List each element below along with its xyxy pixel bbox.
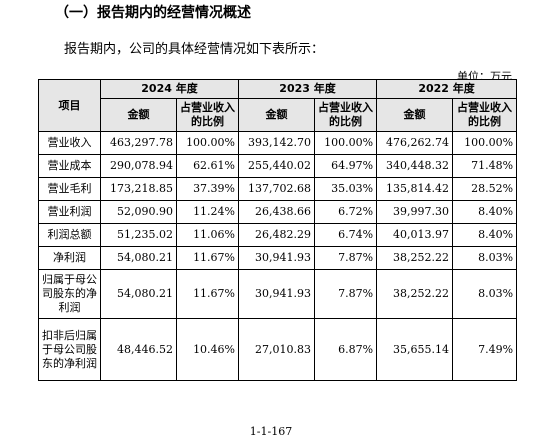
year-header: 2024 年度	[99, 79, 240, 99]
ratio-cell: 62.61%	[175, 154, 240, 178]
ratio-cell: 11.06%	[175, 223, 240, 247]
ratio-header: 占营业收入的比例	[452, 98, 518, 132]
ratio-cell: 8.03%	[452, 269, 518, 319]
ratio-cell: 6.72%	[314, 200, 378, 224]
ratio-cell: 11.67%	[175, 246, 240, 270]
ratio-header: 占营业收入的比例	[175, 98, 240, 132]
amount-cell: 340,448.32	[376, 154, 454, 178]
row-label: 营业成本	[38, 154, 101, 178]
page-number: 1-1-167	[249, 425, 293, 438]
ratio-cell: 11.67%	[175, 269, 240, 319]
operating-summary-table: 项目 2024 年度 2023 年度 2022 年度 金额 占营业收入的比例 金…	[38, 79, 518, 381]
amount-cell: 290,078.94	[100, 154, 177, 178]
table-row: 利润总额 51,235.02 11.06% 26,482.29 6.74% 40…	[38, 223, 518, 247]
table-row: 营业毛利 173,218.85 37.39% 137,702.68 35.03%…	[38, 177, 518, 201]
amount-cell: 39,997.30	[376, 200, 454, 224]
row-label: 扣非后归属于母公司股东的净利润	[38, 318, 101, 381]
amount-cell: 52,090.90	[100, 200, 177, 224]
ratio-cell: 71.48%	[452, 154, 518, 178]
table-row: 扣非后归属于母公司股东的净利润 48,446.52 10.46% 27,010.…	[38, 318, 518, 381]
table-row: 归属于母公司股东的净利润 54,080.21 11.67% 30,941.93 …	[38, 269, 518, 319]
amount-cell: 40,013.97	[376, 223, 454, 247]
amount-cell: 48,446.52	[100, 318, 177, 381]
amount-cell: 27,010.83	[238, 318, 316, 381]
amount-header: 金额	[100, 98, 177, 132]
amount-cell: 30,941.93	[238, 269, 316, 319]
amount-cell: 393,142.70	[238, 131, 316, 155]
ratio-cell: 8.40%	[452, 223, 518, 247]
year-header: 2022 年度	[376, 79, 518, 99]
ratio-cell: 7.87%	[314, 246, 378, 270]
ratio-cell: 37.39%	[175, 177, 240, 201]
item-header: 项目	[38, 79, 101, 132]
amount-cell: 476,262.74	[376, 131, 454, 155]
amount-cell: 38,252.22	[376, 246, 454, 270]
amount-cell: 463,297.78	[100, 131, 177, 155]
table-row: 净利润 54,080.21 11.67% 30,941.93 7.87% 38,…	[38, 246, 518, 270]
amount-cell: 30,941.93	[238, 246, 316, 270]
row-label: 营业毛利	[38, 177, 101, 201]
intro-text: 报告期内，公司的具体经营情况如下表所示：	[64, 42, 325, 57]
ratio-cell: 64.97%	[314, 154, 378, 178]
amount-cell: 135,814.42	[376, 177, 454, 201]
row-label: 营业利润	[38, 200, 101, 224]
ratio-cell: 100.00%	[314, 131, 378, 155]
amount-cell: 35,655.14	[376, 318, 454, 381]
table-row: 营业利润 52,090.90 11.24% 26,438.66 6.72% 39…	[38, 200, 518, 224]
table-row: 营业收入 463,297.78 100.00% 393,142.70 100.0…	[38, 131, 518, 155]
section-title: （一）报告期内的经营情况概述	[55, 5, 251, 21]
ratio-cell: 8.40%	[452, 200, 518, 224]
amount-cell: 137,702.68	[238, 177, 316, 201]
ratio-cell: 6.87%	[314, 318, 378, 381]
ratio-cell: 28.52%	[452, 177, 518, 201]
ratio-cell: 10.46%	[175, 318, 240, 381]
table-body: 营业收入 463,297.78 100.00% 393,142.70 100.0…	[38, 131, 518, 381]
ratio-cell: 35.03%	[314, 177, 378, 201]
amount-cell: 26,438.66	[238, 200, 316, 224]
row-label: 利润总额	[38, 223, 101, 247]
amount-cell: 54,080.21	[100, 246, 177, 270]
row-label: 营业收入	[38, 131, 101, 155]
row-label: 归属于母公司股东的净利润	[38, 269, 101, 319]
row-label: 净利润	[38, 246, 101, 270]
ratio-cell: 100.00%	[175, 131, 240, 155]
amount-cell: 54,080.21	[100, 269, 177, 319]
ratio-cell: 7.49%	[452, 318, 518, 381]
amount-header: 金额	[238, 98, 316, 132]
ratio-cell: 8.03%	[452, 246, 518, 270]
amount-cell: 51,235.02	[100, 223, 177, 247]
ratio-cell: 100.00%	[452, 131, 518, 155]
amount-cell: 255,440.02	[238, 154, 316, 178]
ratio-cell: 11.24%	[175, 200, 240, 224]
ratio-header: 占营业收入的比例	[314, 98, 378, 132]
amount-cell: 173,218.85	[100, 177, 177, 201]
amount-cell: 38,252.22	[376, 269, 454, 319]
ratio-cell: 7.87%	[314, 269, 378, 319]
amount-header: 金额	[376, 98, 454, 132]
year-header: 2023 年度	[238, 79, 378, 99]
table-row: 营业成本 290,078.94 62.61% 255,440.02 64.97%…	[38, 154, 518, 178]
ratio-cell: 6.74%	[314, 223, 378, 247]
amount-cell: 26,482.29	[238, 223, 316, 247]
